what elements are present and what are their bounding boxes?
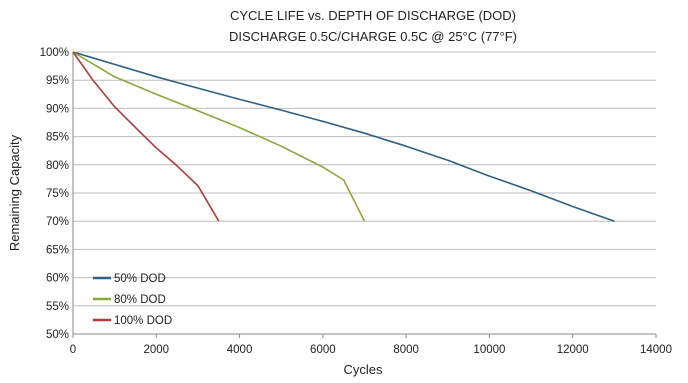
x-tick-label: 2000 bbox=[143, 344, 169, 356]
axes bbox=[72, 52, 657, 338]
legend-item: 100% DOD bbox=[93, 315, 172, 327]
y-tick-label: 80% bbox=[46, 160, 69, 172]
y-tick-label: 100% bbox=[40, 47, 69, 59]
x-tick-label: 0 bbox=[70, 344, 76, 356]
legend-item: 80% DOD bbox=[93, 294, 166, 306]
y-tick-label: 95% bbox=[46, 75, 69, 87]
y-tick-label: 70% bbox=[46, 216, 69, 228]
series-line-100-dod bbox=[72, 51, 220, 222]
x-tick-label: 12000 bbox=[557, 344, 589, 356]
chart-title: CYCLE LIFE vs. DEPTH OF DISCHARGE (DOD) bbox=[230, 8, 516, 23]
y-tick-label: 60% bbox=[46, 273, 69, 285]
x-tick-label: 14000 bbox=[640, 344, 672, 356]
series-line-80-dod bbox=[72, 51, 366, 222]
legend-item: 50% DOD bbox=[93, 273, 166, 285]
y-tick-label: 50% bbox=[46, 329, 69, 341]
series-lines bbox=[72, 51, 615, 222]
tick-labels: 50% 55% 60% 65% 70% 75% 80% 85% 90% 95% 100% 0 2000 4… bbox=[40, 47, 672, 356]
y-tick-label: 65% bbox=[46, 244, 69, 256]
chart-subtitle: DISCHARGE 0.5C/CHARGE 0.5C @ 25°C (77°F) bbox=[229, 29, 517, 44]
legend-label: 80% DOD bbox=[114, 294, 166, 306]
y-axis-label: Remaining Capacity bbox=[7, 134, 22, 251]
x-tick-label: 4000 bbox=[227, 344, 253, 356]
legend-label: 100% DOD bbox=[114, 315, 172, 327]
grid-lines bbox=[73, 51, 656, 335]
legend-label: 50% DOD bbox=[114, 273, 166, 285]
y-tick-label: 85% bbox=[46, 132, 69, 144]
y-tick-label: 90% bbox=[46, 103, 69, 115]
series-line-50-dod bbox=[72, 51, 615, 222]
x-axis-label: Cycles bbox=[343, 362, 383, 377]
y-tick-label: 75% bbox=[46, 188, 69, 200]
legend: 50% DOD 80% DOD 100% DOD bbox=[93, 273, 172, 327]
x-tick-label: 6000 bbox=[310, 344, 336, 356]
x-tick-label: 10000 bbox=[473, 344, 505, 356]
y-tick-label: 55% bbox=[46, 301, 69, 313]
x-tick-label: 8000 bbox=[393, 344, 419, 356]
